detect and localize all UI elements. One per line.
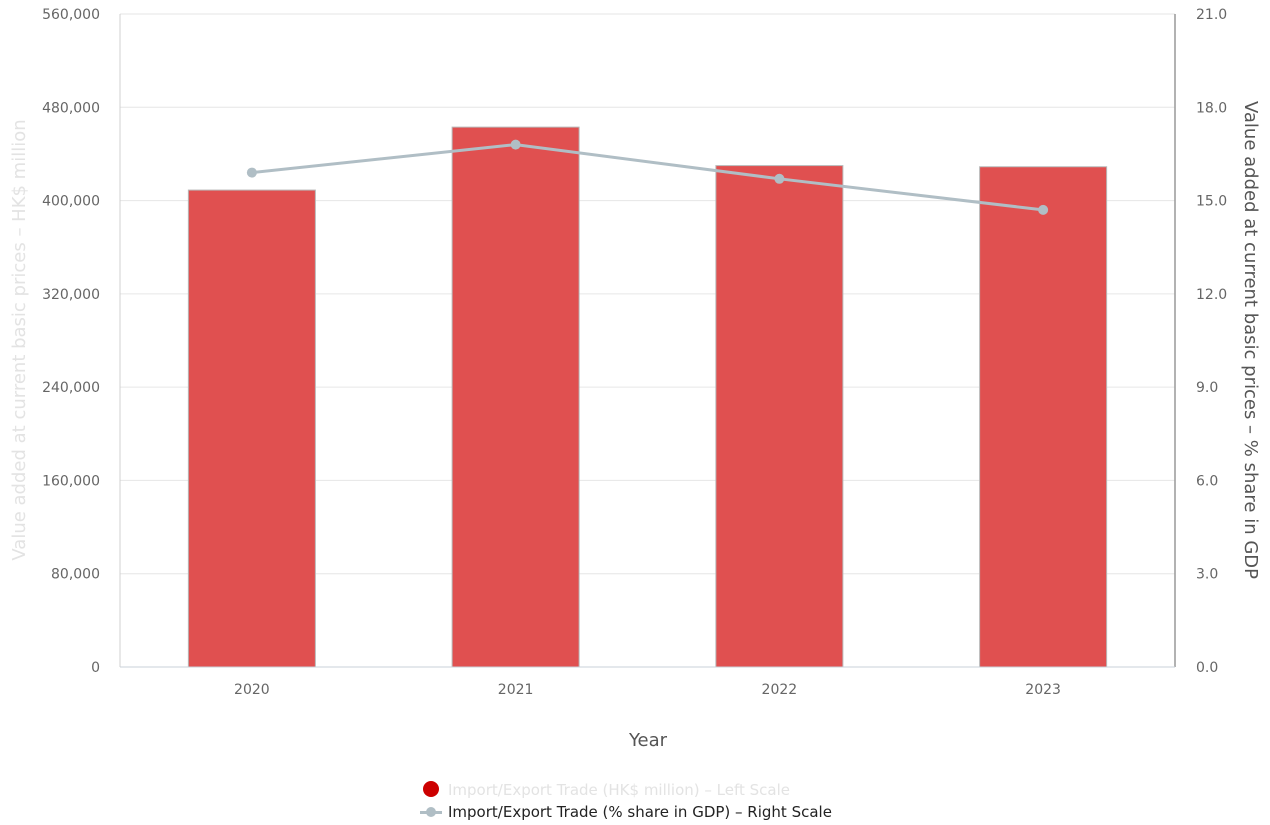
left-axis-ticks: 0 80,000 160,000 240,000 320,000 400,000 480,0…: [42, 7, 100, 676]
legend-item-line[interactable]: Import/Export Trade (% share in GDP) – R…: [420, 801, 832, 823]
left-tick-label: 480,000: [42, 100, 100, 116]
left-axis-title: Value added at current basic prices – HK…: [9, 119, 30, 560]
point-2023[interactable]: [1038, 204, 1049, 215]
right-tick-label: 12.0: [1196, 287, 1227, 303]
right-axis-ticks: 0.0 3.0 6.0 9.0 12.0 15.0 18.0 21.0: [1196, 7, 1227, 676]
point-2021[interactable]: [510, 139, 521, 150]
bar-2021[interactable]: [451, 126, 580, 668]
x-tick-label: 2022: [762, 682, 798, 698]
right-tick-label: 21.0: [1196, 7, 1227, 23]
right-tick-label: 9.0: [1196, 380, 1218, 396]
bar-series: [187, 126, 1108, 668]
legend: Import/Export Trade (HK$ million) – Left…: [420, 779, 832, 823]
point-2020[interactable]: [246, 167, 257, 178]
red-circle-icon: [420, 779, 444, 801]
share-line: [251, 143, 1044, 212]
right-tick-label: 15.0: [1196, 194, 1227, 210]
left-tick-label: 320,000: [42, 287, 100, 303]
right-tick-label: 0.0: [1196, 660, 1218, 676]
legend-label-line: Import/Export Trade (% share in GDP) – R…: [448, 803, 832, 821]
right-tick-label: 3.0: [1196, 567, 1218, 583]
left-tick-label: 160,000: [42, 473, 100, 489]
left-tick-label: 240,000: [42, 380, 100, 396]
x-axis-title: Year: [628, 730, 668, 751]
left-tick-label: 400,000: [42, 194, 100, 210]
line-marker-icon: [420, 801, 444, 823]
x-tick-label: 2021: [498, 682, 534, 698]
point-2022[interactable]: [774, 173, 785, 184]
right-tick-label: 6.0: [1196, 473, 1218, 489]
right-tick-label: 18.0: [1196, 100, 1227, 116]
x-tick-label: 2020: [234, 682, 270, 698]
legend-label-bar: Import/Export Trade (HK$ million) – Left…: [448, 781, 791, 799]
left-tick-label: 80,000: [51, 567, 100, 583]
legend-item-bar[interactable]: Import/Export Trade (HK$ million) – Left…: [420, 779, 832, 801]
axes: [119, 14, 1176, 668]
x-tick-label: 2023: [1025, 682, 1061, 698]
bar-2022[interactable]: [715, 165, 844, 668]
line-series: [246, 139, 1049, 215]
left-tick-label: 560,000: [42, 7, 100, 23]
bar-2023[interactable]: [979, 166, 1108, 668]
x-axis-ticks: 2020 2021 2022 2023: [234, 682, 1061, 698]
right-axis-title: Value added at current basic prices – % …: [1240, 101, 1261, 579]
left-tick-label: 0: [91, 660, 100, 676]
bar-2020[interactable]: [187, 189, 316, 668]
